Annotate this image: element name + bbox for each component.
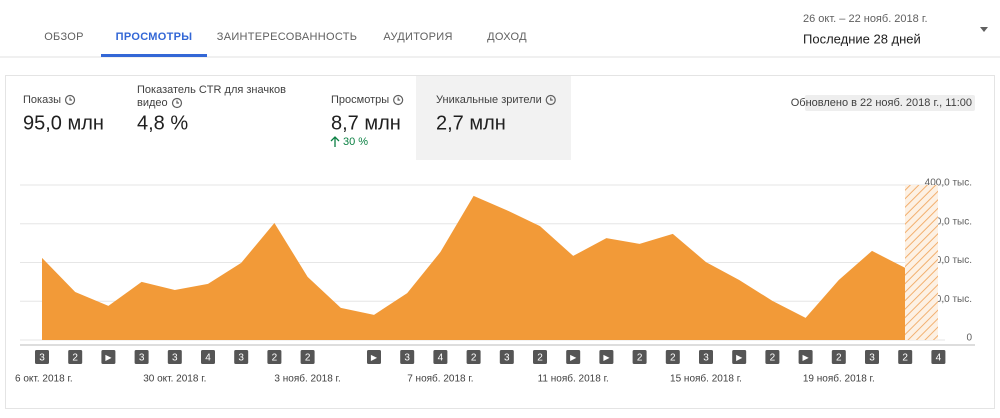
video-marker-label[interactable]: 2 [272, 353, 278, 364]
metric-value[interactable]: 95,0 млн [23, 112, 104, 134]
video-marker[interactable] [765, 350, 780, 364]
info-icon-hand [69, 97, 73, 101]
metric-value[interactable]: 2,7 млн [436, 112, 506, 134]
video-marker-label[interactable]: 4 [438, 353, 444, 364]
x-tick-label: 11 нояб. 2018 г. [538, 373, 609, 385]
y-tick-label: 0 [966, 333, 972, 344]
video-marker[interactable] [267, 350, 282, 364]
video-marker[interactable] [300, 350, 315, 364]
video-marker-label[interactable]: 3 [404, 353, 410, 364]
metric-value[interactable]: 8,7 млн [331, 112, 401, 134]
video-marker-label[interactable]: ▶ [803, 353, 810, 362]
video-marker[interactable] [665, 350, 680, 364]
x-tick-label: 19 нояб. 2018 г. [803, 373, 875, 385]
updated-badge [805, 95, 975, 111]
video-marker[interactable] [699, 350, 713, 364]
video-marker-label[interactable]: 3 [869, 353, 875, 364]
video-marker-label[interactable]: ▶ [736, 353, 743, 362]
x-tick-label: 15 нояб. 2018 г. [670, 373, 742, 385]
tab[interactable]: ПРОСМОТРЫ [116, 31, 193, 43]
y-tick-label: 200,0 тыс. [925, 255, 972, 266]
info-icon [64, 94, 76, 106]
video-marker-label[interactable]: 3 [139, 353, 145, 364]
video-marker[interactable] [632, 350, 647, 364]
video-marker-label[interactable]: 2 [670, 353, 676, 364]
video-marker-label[interactable]: 2 [637, 353, 643, 364]
tab[interactable]: АУДИТОРИЯ [383, 31, 452, 43]
y-tick-label: 100,0 тыс. [925, 294, 972, 305]
video-marker-label[interactable]: 2 [537, 353, 543, 364]
video-marker[interactable] [201, 350, 215, 364]
video-marker[interactable] [732, 350, 747, 364]
info-icon-hand [176, 100, 179, 104]
video-marker-label[interactable]: 4 [936, 353, 942, 364]
forecast-region [905, 185, 938, 340]
video-marker[interactable] [68, 350, 83, 364]
info-icon [393, 94, 404, 106]
video-marker[interactable] [865, 350, 879, 364]
video-marker-label[interactable]: ▶ [570, 353, 577, 362]
video-marker-label[interactable]: 3 [238, 353, 244, 364]
video-marker-label[interactable]: 2 [305, 353, 311, 364]
video-marker[interactable] [234, 350, 249, 364]
x-tick-label: 6 окт. 2018 г. [15, 374, 73, 385]
video-marker[interactable] [433, 350, 448, 364]
x-tick-label: 30 окт. 2018 г. [143, 374, 206, 385]
area [42, 195, 906, 340]
metric-label[interactable]: Показы [23, 94, 61, 106]
video-marker-label[interactable]: 2 [72, 353, 78, 364]
info-icon [545, 94, 556, 106]
video-marker-label[interactable]: 2 [770, 353, 776, 364]
video-marker-label[interactable]: 3 [39, 353, 45, 364]
video-marker-label[interactable]: ▶ [105, 353, 112, 362]
info-icon-hand [397, 97, 401, 101]
video-marker[interactable] [101, 350, 116, 364]
video-marker[interactable] [134, 350, 149, 364]
tab[interactable]: ДОХОД [487, 31, 527, 43]
video-marker-label[interactable]: 2 [902, 353, 908, 364]
dropdown-arrow[interactable] [980, 27, 988, 32]
active-tab-underline [101, 54, 207, 57]
video-marker[interactable] [400, 350, 415, 364]
video-marker-label[interactable]: 2 [836, 353, 842, 364]
video-marker[interactable] [499, 350, 514, 364]
video-marker[interactable] [367, 350, 381, 364]
video-marker[interactable] [798, 350, 813, 364]
y-tick-label: 300,0 тыс. [925, 216, 972, 227]
video-marker-label[interactable]: ▶ [371, 353, 378, 362]
video-marker[interactable] [599, 350, 614, 364]
video-marker[interactable] [533, 350, 547, 364]
date-range: 26 окт. – 22 нояб. 2018 г. [803, 13, 928, 25]
video-marker-label[interactable]: 2 [471, 353, 477, 364]
metric-value[interactable]: 4,8 % [137, 112, 188, 134]
selected-metric-bg [416, 76, 571, 160]
info-icon-hand [550, 97, 553, 101]
metric-label[interactable]: Уникальные зрители [436, 94, 542, 106]
video-marker-label[interactable]: 3 [172, 353, 178, 364]
video-marker[interactable] [898, 350, 913, 364]
video-marker[interactable] [466, 350, 481, 364]
metric-label[interactable]: Показатель CTR для значков видео [137, 84, 286, 109]
video-marker-label[interactable]: 4 [205, 353, 211, 364]
video-marker[interactable] [931, 350, 946, 364]
period[interactable]: Последние 28 дней [803, 31, 921, 46]
video-marker-label[interactable]: ▶ [603, 353, 610, 362]
video-marker-label[interactable]: 3 [703, 353, 709, 364]
video-marker[interactable] [566, 350, 581, 364]
up-arrow [330, 136, 340, 147]
x-tick-label: 7 нояб. 2018 г. [407, 373, 473, 385]
x-tick-label: 3 нояб. 2018 г. [274, 373, 340, 385]
video-marker[interactable] [35, 350, 49, 364]
video-marker[interactable] [167, 350, 182, 364]
metric-change: 30 % [343, 136, 368, 148]
tab[interactable]: ОБЗОР [44, 31, 84, 43]
info-icon [171, 97, 183, 109]
updated-text: Обновлено в 22 нояб. 2018 г., 11:00 [791, 97, 972, 109]
y-tick-label: 400,0 тыс. [925, 178, 972, 189]
metric-label[interactable]: Просмотры [331, 94, 389, 106]
tab[interactable]: ЗАИНТЕРЕСОВАННОСТЬ [217, 31, 358, 43]
video-marker-label[interactable]: 3 [504, 353, 510, 364]
video-marker[interactable] [831, 350, 846, 364]
